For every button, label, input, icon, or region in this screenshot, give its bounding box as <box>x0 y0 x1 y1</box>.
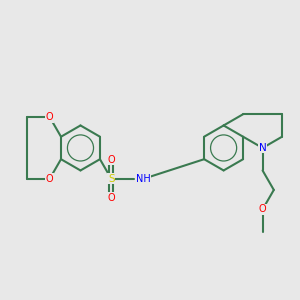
Text: O: O <box>259 204 266 214</box>
Text: S: S <box>108 174 115 184</box>
Text: NH: NH <box>136 174 151 184</box>
Text: O: O <box>107 154 115 165</box>
Text: O: O <box>46 112 54 122</box>
Text: O: O <box>107 193 115 203</box>
Text: O: O <box>46 174 54 184</box>
Text: N: N <box>259 143 266 153</box>
